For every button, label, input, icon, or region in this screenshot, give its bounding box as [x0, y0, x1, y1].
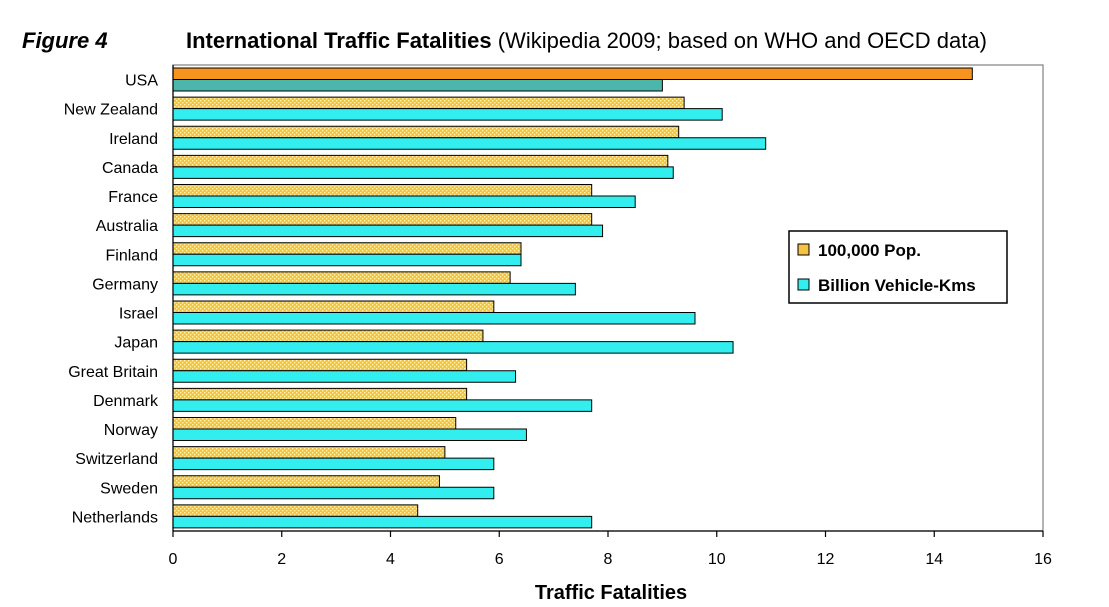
bar-netherlands-per-billion-vkm	[172, 515, 593, 529]
bar-new-zealand-per-100k-pop	[172, 96, 685, 110]
legend-box	[788, 230, 1008, 304]
category-label-israel: Israel	[119, 306, 158, 323]
bar-canada-per-100k-pop	[172, 154, 669, 168]
bar-netherlands-per-100k-pop	[172, 504, 419, 517]
bar-germany-per-100k-pop	[172, 271, 511, 284]
bar-israel-per-billion-vkm	[172, 312, 696, 325]
bar-switzerland-per-billion-vkm	[172, 457, 495, 471]
category-label-canada: Canada	[102, 160, 158, 177]
category-labels-group: USA New Zealand Ireland Canada France Austral…	[64, 73, 159, 527]
category-label-netherlands: Netherlands	[72, 509, 158, 526]
bar-denmark-per-100k-pop	[172, 387, 468, 401]
category-label-switzerland: Switzerland	[75, 451, 158, 468]
x-tick-label: 8	[604, 551, 613, 568]
bar-sweden-per-100k-pop	[172, 475, 440, 488]
chart-title: International Traffic Fatalities (Wikipe…	[186, 28, 987, 54]
x-tick-label: 14	[925, 551, 943, 568]
legend: 100,000 Pop. Billion Vehicle-Kms	[788, 230, 1008, 304]
bar-ireland-per-billion-vkm	[172, 137, 767, 150]
bar-canada-per-billion-vkm	[172, 166, 674, 179]
bar-australia-per-billion-vkm	[172, 224, 604, 238]
x-tick-label: 10	[708, 551, 726, 568]
bar-usa-per-billion-vkm	[172, 79, 663, 92]
bar-switzerland-per-100k-pop	[172, 446, 446, 459]
x-tick-label: 12	[817, 551, 835, 568]
legend-swatch-pop	[797, 243, 810, 256]
bar-new-zealand-per-billion-vkm	[172, 108, 723, 121]
figure-label: Figure 4	[22, 28, 108, 53]
x-tick-label: 0	[169, 551, 178, 568]
x-tick-label: 4	[386, 551, 395, 568]
category-label-ireland: Ireland	[109, 131, 158, 148]
bars-group	[172, 67, 973, 529]
legend-swatch-vkm	[797, 278, 810, 291]
bar-ireland-per-100k-pop	[172, 125, 680, 139]
bar-finland-per-100k-pop	[172, 242, 522, 255]
x-ticks-group: 0 2 4 6 8 10 12 14 16	[169, 531, 1052, 568]
bar-usa-per-100k-pop	[172, 67, 973, 80]
chart-title-main: International Traffic Fatalities	[186, 28, 492, 53]
chart-subtitle: (Wikipedia 2009; based on WHO and OECD d…	[497, 28, 987, 53]
x-tick-label: 16	[1034, 551, 1052, 568]
category-label-australia: Australia	[96, 218, 158, 235]
bar-japan-per-billion-vkm	[172, 341, 734, 354]
bar-australia-per-100k-pop	[172, 213, 593, 226]
category-label-finland: Finland	[106, 247, 158, 264]
bar-great-britain-per-billion-vkm	[172, 370, 517, 383]
x-tick-label: 2	[277, 551, 286, 568]
bar-france-per-billion-vkm	[172, 195, 636, 208]
category-label-denmark: Denmark	[93, 393, 159, 410]
bar-denmark-per-billion-vkm	[172, 399, 593, 412]
bar-israel-per-100k-pop	[172, 300, 495, 313]
category-label-norway: Norway	[104, 422, 158, 439]
bar-finland-per-billion-vkm	[172, 253, 522, 267]
bar-japan-per-100k-pop	[172, 329, 484, 343]
bar-norway-per-100k-pop	[172, 417, 457, 430]
category-label-germany: Germany	[92, 276, 158, 293]
legend-label-pop: 100,000 Pop.	[818, 241, 921, 260]
legend-label-vkm: Billion Vehicle-Kms	[818, 276, 976, 295]
category-label-japan: Japan	[114, 335, 158, 352]
bar-sweden-per-billion-vkm	[172, 486, 495, 500]
category-label-usa: USA	[125, 73, 158, 90]
x-axis-label: Traffic Fatalities	[535, 582, 687, 604]
bar-france-per-100k-pop	[172, 184, 593, 197]
bar-great-britain-per-100k-pop	[172, 358, 468, 372]
category-label-great-britain: Great Britain	[68, 364, 158, 381]
bar-norway-per-billion-vkm	[172, 428, 527, 441]
category-label-sweden: Sweden	[100, 480, 158, 497]
x-tick-label: 6	[495, 551, 504, 568]
category-label-france: France	[108, 189, 158, 206]
category-label-new-zealand: New Zealand	[64, 102, 158, 119]
bar-germany-per-billion-vkm	[172, 282, 576, 296]
